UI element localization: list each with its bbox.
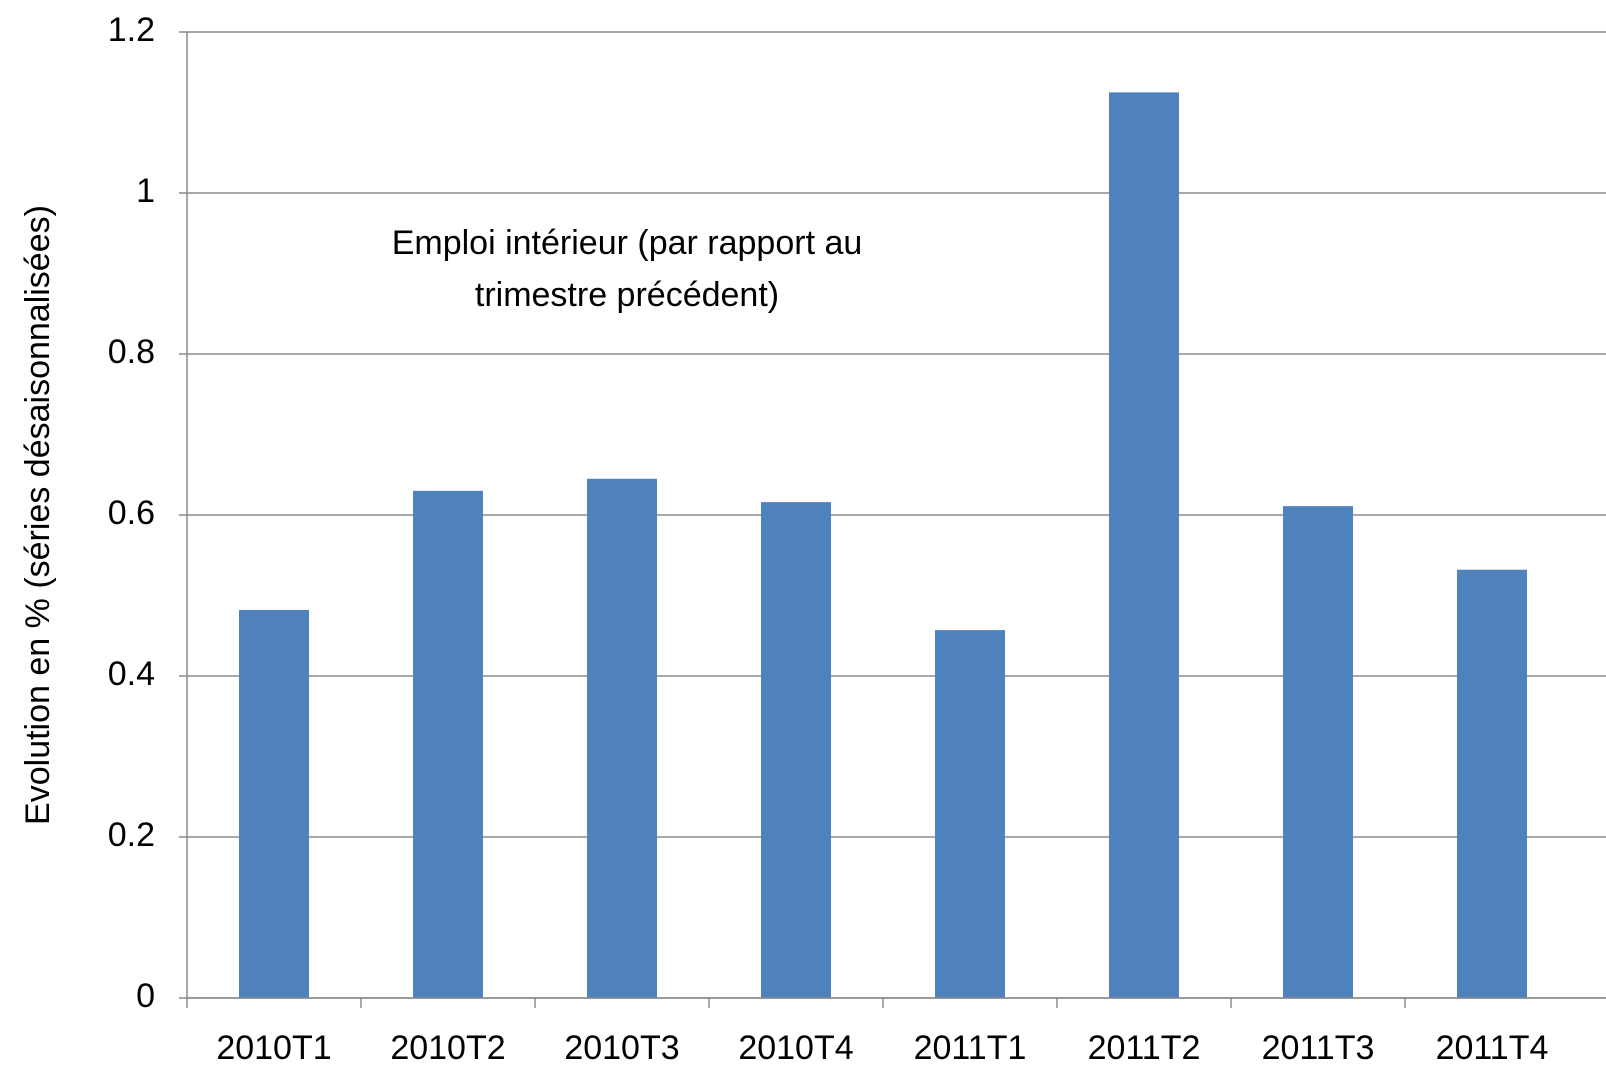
bar <box>935 630 1005 998</box>
bar <box>1457 569 1527 998</box>
x-tick-label: 2011T4 <box>1436 1029 1549 1067</box>
y-tick-label: 0.2 <box>108 816 155 854</box>
y-tick-label: 0.4 <box>108 655 155 693</box>
x-tick-label: 2010T1 <box>216 1029 331 1067</box>
y-tick-label: 1 <box>136 172 155 210</box>
bar <box>1109 92 1179 998</box>
bar <box>413 490 483 998</box>
x-tick-label: 2011T3 <box>1262 1029 1375 1067</box>
y-tick-label: 0.6 <box>108 494 155 532</box>
y-tick-label: 0 <box>136 977 155 1015</box>
x-tick-label: 2010T4 <box>738 1029 853 1067</box>
x-tick-label: 2010T3 <box>564 1029 679 1067</box>
bar <box>761 502 831 998</box>
y-axis-label: Evolution en % (séries désaisonnalisées) <box>19 205 57 825</box>
x-tick-label: 2011T2 <box>1088 1029 1201 1067</box>
bar <box>587 478 657 998</box>
chart-title: Emploi intérieur (par rapport au <box>392 224 863 262</box>
bar <box>239 609 309 998</box>
y-tick-label: 1.2 <box>108 11 155 49</box>
x-tick-label: 2011T1 <box>914 1029 1027 1067</box>
x-tick-label: 2010T2 <box>390 1029 505 1067</box>
bar <box>1283 506 1353 998</box>
chart-title: trimestre précédent) <box>475 276 779 314</box>
y-tick-label: 0.8 <box>108 333 155 371</box>
